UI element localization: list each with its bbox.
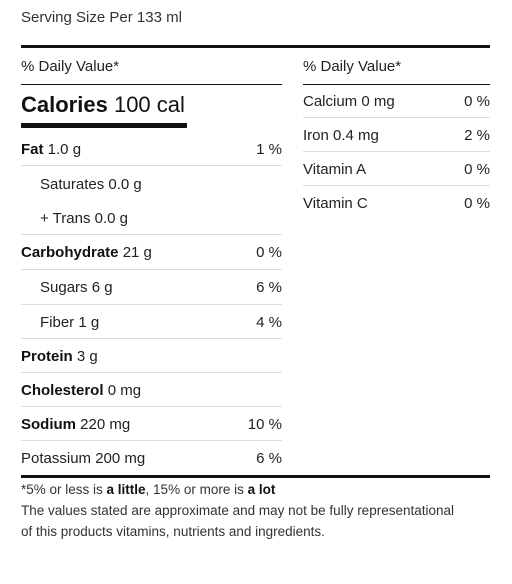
top-thick-rule — [21, 45, 490, 48]
footnote-legend: *5% or less is a little, 15% or more is … — [21, 482, 275, 497]
row-divider — [21, 338, 282, 339]
nutrient-name: Sugars — [40, 279, 88, 296]
vitamin-dv: 0 % — [464, 195, 490, 212]
nutrient-name: + Trans — [40, 210, 91, 227]
nutrient-amount: 200 mg — [95, 450, 146, 467]
nutrient-row-fat: Fat 1.0 g — [21, 141, 81, 158]
row-divider — [21, 234, 282, 235]
nutrient-dv: 6 % — [256, 279, 282, 296]
vitamin-row-vitamin-c: Vitamin C — [303, 195, 368, 212]
row-divider — [303, 117, 490, 118]
nutrient-row-sugars: Sugars 6 g — [40, 279, 113, 296]
serving-size: Serving Size Per 133 ml — [21, 9, 182, 26]
nutrient-amount: 1.0 g — [47, 141, 82, 158]
row-divider — [21, 440, 282, 441]
left-daily-value-header: % Daily Value* — [21, 58, 120, 75]
vitamin-name: Vitamin C — [303, 195, 368, 212]
nutrient-amount: 0.0 g — [94, 210, 128, 227]
vitamin-dv: 2 % — [464, 127, 490, 144]
nutrient-name: Sodium — [21, 416, 76, 433]
nutrient-amount: 1 g — [78, 314, 100, 331]
calories-label: Calories — [21, 92, 108, 117]
right-daily-value-header: % Daily Value* — [303, 58, 402, 75]
nutrient-dv: 4 % — [256, 314, 282, 331]
left-header-rule — [21, 84, 282, 85]
nutrient-name: Fiber — [40, 314, 75, 331]
disclaimer-line-1: The values stated are approximate and ma… — [21, 503, 455, 518]
row-divider — [21, 304, 282, 305]
nutrient-name: Protein — [21, 348, 73, 365]
nutrient-dv: 10 % — [247, 416, 282, 433]
right-header-rule — [303, 84, 490, 85]
vitamin-dv: 0 % — [464, 161, 490, 178]
row-divider — [303, 151, 490, 152]
nutrient-name: Saturates — [40, 176, 105, 193]
footnote-little: a little — [106, 482, 146, 497]
vitamin-dv: 0 % — [464, 93, 490, 110]
calories-value: 100 cal — [113, 92, 185, 117]
row-divider — [21, 165, 282, 166]
vitamin-row-calcium: Calcium 0 mg — [303, 93, 395, 110]
row-divider — [21, 372, 282, 373]
footnote-lot: a lot — [247, 482, 276, 497]
calories: Calories 100 cal — [21, 92, 185, 118]
nutrient-amount: 3 g — [76, 348, 98, 365]
nutrient-amount: 6 g — [91, 279, 113, 296]
nutrient-amount: 0 mg — [107, 382, 142, 399]
nutrient-row-saturates: Saturates 0.0 g — [40, 176, 142, 193]
nutrient-row-potassium: Potassium 200 mg — [21, 450, 145, 467]
nutrient-row-protein: Protein 3 g — [21, 348, 98, 365]
row-divider — [21, 406, 282, 407]
disclaimer-line-2: of this products vitamins, nutrients and… — [21, 524, 325, 539]
vitamin-name: Calcium — [303, 93, 358, 110]
nutrient-name: Carbohydrate — [21, 244, 119, 261]
nutrient-name: Potassium — [21, 450, 92, 467]
nutrient-amount: 21 g — [122, 244, 152, 261]
vitamin-amount: 0 mg — [361, 93, 395, 110]
nutrient-row-carbohydrate: Carbohydrate 21 g — [21, 244, 152, 261]
nutrient-row-fiber: Fiber 1 g — [40, 314, 99, 331]
footnote-text: , 15% or more is — [145, 482, 248, 497]
nutrient-dv: 0 % — [256, 244, 282, 261]
nutrient-row-cholesterol: Cholesterol 0 mg — [21, 382, 141, 399]
vitamin-name: Vitamin A — [303, 161, 367, 178]
bottom-thick-rule — [21, 475, 490, 478]
nutrient-dv: 6 % — [256, 450, 282, 467]
row-divider — [21, 269, 282, 270]
vitamin-name: Iron — [303, 127, 329, 144]
nutrient-name: Cholesterol — [21, 382, 104, 399]
row-divider — [303, 185, 490, 186]
nutrient-amount: 220 mg — [80, 416, 131, 433]
vitamin-row-vitamin-a: Vitamin A — [303, 161, 366, 178]
nutrient-amount: 0.0 g — [108, 176, 142, 193]
vitamin-amount: 0.4 mg — [333, 127, 379, 144]
nutrient-dv: 1 % — [256, 141, 282, 158]
nutrient-name: Fat — [21, 141, 44, 158]
footnote-text: *5% or less is — [21, 482, 107, 497]
nutrient-row-trans: + Trans 0.0 g — [40, 210, 128, 227]
calories-bar — [21, 123, 187, 128]
vitamin-row-iron: Iron 0.4 mg — [303, 127, 379, 144]
nutrient-row-sodium: Sodium 220 mg — [21, 416, 130, 433]
